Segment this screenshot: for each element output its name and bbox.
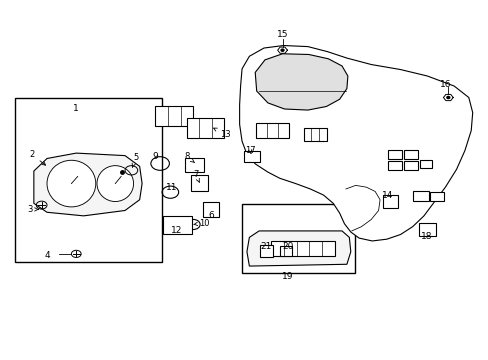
Polygon shape <box>246 231 350 266</box>
Circle shape <box>281 49 284 51</box>
Bar <box>383 195 397 208</box>
Text: 17: 17 <box>244 146 255 155</box>
Text: 19: 19 <box>281 272 293 281</box>
Text: 4: 4 <box>44 251 50 260</box>
Bar <box>259 245 273 257</box>
Text: 18: 18 <box>420 232 431 241</box>
Text: 5: 5 <box>132 153 138 168</box>
Circle shape <box>446 96 449 99</box>
Polygon shape <box>239 45 472 241</box>
Bar <box>185 158 203 172</box>
Ellipse shape <box>97 166 133 202</box>
Text: 10: 10 <box>193 219 209 228</box>
Bar <box>243 151 260 162</box>
Bar <box>271 240 334 256</box>
Bar <box>190 175 208 191</box>
Bar <box>412 191 428 201</box>
Text: 15: 15 <box>276 30 288 39</box>
Text: 7: 7 <box>193 170 199 182</box>
Text: 9: 9 <box>152 152 157 161</box>
Bar <box>418 223 435 236</box>
Bar <box>387 161 401 170</box>
Bar <box>15 98 161 262</box>
Bar <box>429 192 443 201</box>
Text: 6: 6 <box>208 211 214 220</box>
Bar <box>242 204 354 273</box>
Bar <box>303 128 326 140</box>
Text: 14: 14 <box>381 191 392 200</box>
Bar <box>387 149 401 159</box>
Text: 21: 21 <box>260 242 272 251</box>
Bar <box>279 246 292 256</box>
Text: 2: 2 <box>30 150 45 165</box>
Text: 3: 3 <box>27 205 38 214</box>
Text: 8: 8 <box>184 152 194 163</box>
Text: 20: 20 <box>282 242 293 251</box>
Text: 13: 13 <box>213 128 230 139</box>
Bar <box>163 216 192 234</box>
Bar <box>256 123 289 138</box>
Bar <box>155 106 193 126</box>
Text: 12: 12 <box>170 226 182 235</box>
Bar <box>187 118 224 138</box>
Bar <box>404 149 417 159</box>
Bar <box>203 202 219 217</box>
Bar <box>419 159 431 168</box>
Text: 11: 11 <box>165 183 177 192</box>
Text: 1: 1 <box>73 104 79 113</box>
Text: 16: 16 <box>439 81 450 90</box>
Bar <box>404 161 417 170</box>
Ellipse shape <box>47 160 96 207</box>
Polygon shape <box>34 153 142 216</box>
Polygon shape <box>255 54 347 110</box>
